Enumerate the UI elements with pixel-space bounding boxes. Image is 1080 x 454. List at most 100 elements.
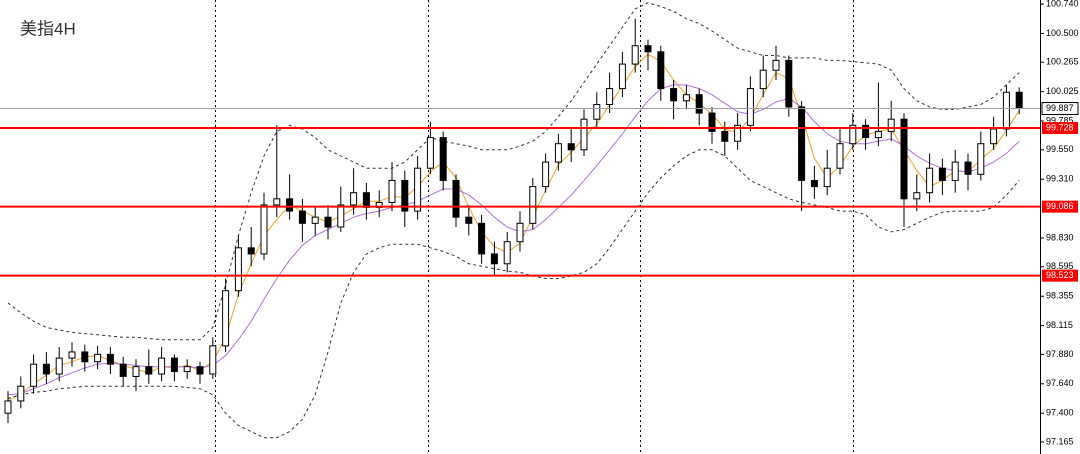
y-tick-label: 99.550 [1046, 144, 1074, 154]
y-tick-label: 97.400 [1046, 408, 1074, 418]
candle-body [938, 167, 946, 181]
level-label: 99.728 [1046, 122, 1074, 132]
candle-body [618, 63, 626, 90]
candle-body [132, 366, 140, 377]
current-price-box [1041, 102, 1079, 116]
candle-body [542, 161, 550, 188]
candle-body [196, 366, 204, 375]
y-tick-label: 100.265 [1046, 57, 1079, 67]
candle-body [42, 363, 50, 375]
y-tick-label: 99.310 [1046, 174, 1074, 184]
level-box [1042, 269, 1078, 282]
candle-body [631, 45, 639, 65]
candle-body [1002, 91, 1010, 130]
candle-body [350, 192, 358, 206]
candle-body [580, 118, 588, 151]
candle-body [977, 143, 985, 175]
candle-body [452, 179, 460, 218]
candle-body [183, 366, 191, 373]
candle-body [209, 345, 217, 375]
y-tick-label: 97.640 [1046, 378, 1074, 388]
candle-body [759, 69, 767, 90]
y-tick-label: 98.115 [1046, 320, 1073, 330]
candle-body [990, 128, 998, 145]
candle-body [414, 167, 422, 212]
candle-body [260, 204, 268, 255]
candle-body [145, 366, 153, 375]
candle-body [708, 112, 716, 132]
level-label: 98.523 [1046, 270, 1074, 280]
candle-body [964, 161, 972, 175]
candle-body [388, 179, 396, 203]
candle-body [311, 216, 319, 224]
candle-body [516, 222, 524, 243]
candle-body [503, 241, 511, 265]
y-tick-label: 99.785 [1046, 115, 1074, 125]
candle-body [478, 222, 486, 255]
candle-body [55, 357, 63, 375]
candle-body [247, 247, 255, 255]
candle-body [170, 357, 178, 373]
level-label: 99.086 [1046, 201, 1074, 211]
candle-body [926, 167, 934, 194]
chart-title: 美指4H [20, 19, 76, 38]
y-tick-label: 100.025 [1046, 86, 1079, 96]
candle-body [68, 351, 76, 359]
candle-body [862, 124, 870, 139]
level-box [1042, 200, 1078, 213]
candle-body [490, 253, 498, 265]
candle-body [785, 59, 793, 108]
y-tick-label: 100.500 [1046, 28, 1079, 38]
current-price-label: 99.887 [1046, 103, 1074, 113]
candle-body [465, 216, 473, 224]
candle-body [298, 210, 306, 224]
candle-body [644, 45, 652, 53]
candle-body [529, 186, 537, 224]
candle-body [234, 247, 242, 292]
y-tick-label: 98.830 [1046, 232, 1074, 242]
indicator-line [7, 149, 1020, 439]
candle-body [798, 106, 806, 181]
y-tick-label: 98.595 [1046, 261, 1074, 271]
candle-body [670, 88, 678, 102]
candle-body [772, 59, 780, 71]
candle-body [554, 143, 562, 163]
candle-body [362, 192, 370, 208]
candle-body [874, 130, 882, 139]
candle-body [887, 118, 895, 132]
candle-body [30, 363, 38, 387]
candle-body [567, 143, 575, 151]
candle-body [593, 103, 601, 120]
candle-body [286, 198, 294, 212]
candle-body [721, 130, 729, 142]
candle-body [401, 179, 409, 212]
candle-body [222, 290, 230, 347]
candle-body [695, 94, 703, 114]
candle-body [119, 363, 127, 377]
candle-body [951, 161, 959, 181]
candle-body [913, 192, 921, 200]
y-tick-label: 100.740 [1046, 0, 1079, 8]
candle-body [94, 353, 102, 363]
indicator-line [7, 2, 1020, 341]
y-tick-label: 98.355 [1046, 291, 1074, 301]
candle-body [734, 124, 742, 142]
y-tick-label: 97.165 [1046, 436, 1074, 446]
candle-body [606, 88, 614, 105]
candle-body [337, 204, 345, 228]
candle-body [439, 137, 447, 181]
candle-body [273, 198, 281, 206]
candle-body [106, 353, 114, 365]
candle-body [823, 167, 831, 188]
candle-body [810, 179, 818, 188]
candle-body [158, 357, 166, 375]
candle-body [746, 88, 754, 126]
candle-body [849, 124, 857, 145]
separators [215, 0, 854, 454]
level-box [1042, 122, 1078, 135]
candle-body [682, 94, 690, 102]
candle-body [657, 51, 665, 90]
y-tick-label: 97.880 [1046, 349, 1074, 359]
